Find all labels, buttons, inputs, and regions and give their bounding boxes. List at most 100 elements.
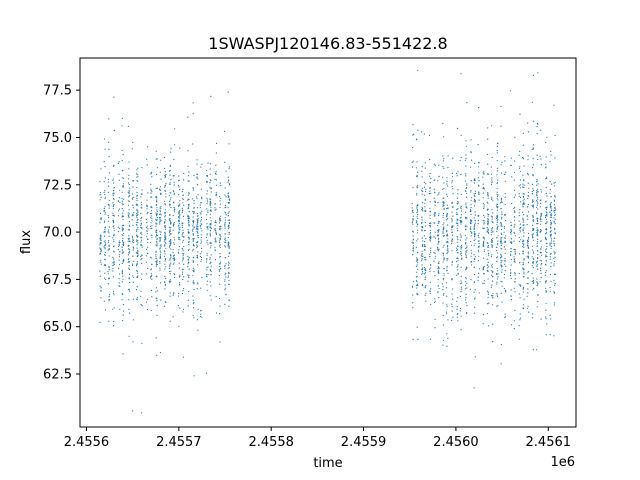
data-point (169, 265, 171, 267)
data-point (127, 240, 129, 242)
data-point (442, 261, 444, 263)
data-point (219, 341, 221, 343)
data-point (187, 299, 189, 301)
data-point (446, 270, 448, 272)
data-point (169, 151, 172, 153)
data-point (539, 206, 541, 208)
data-point (443, 202, 445, 205)
data-point (169, 181, 171, 183)
data-point (460, 291, 462, 293)
data-point (196, 196, 198, 198)
data-point (103, 210, 105, 212)
data-point (150, 234, 152, 236)
data-point (492, 221, 494, 223)
data-point (108, 232, 110, 234)
data-point (140, 222, 142, 224)
data-point (460, 244, 463, 247)
data-point (545, 272, 547, 274)
data-point (513, 287, 515, 289)
data-point (474, 243, 476, 245)
data-point (214, 250, 216, 252)
data-point (424, 294, 426, 296)
data-point (456, 260, 458, 263)
data-point (442, 205, 444, 207)
data-point (133, 212, 135, 214)
data-point (519, 184, 522, 186)
data-point (554, 209, 557, 211)
data-point (545, 280, 547, 282)
data-point (471, 264, 473, 266)
data-point (437, 234, 439, 236)
data-point (533, 120, 535, 122)
data-point (553, 199, 556, 201)
data-point (471, 231, 473, 233)
data-point (188, 257, 190, 259)
data-point (443, 293, 445, 295)
data-point (545, 264, 547, 266)
data-point (168, 280, 170, 283)
data-point (129, 273, 131, 275)
data-point (523, 232, 525, 234)
data-point (531, 201, 533, 203)
data-point (178, 212, 180, 214)
data-point (227, 276, 229, 278)
data-point (550, 280, 552, 282)
data-point (412, 215, 414, 217)
data-point (478, 292, 480, 294)
data-point (165, 266, 167, 268)
data-point (192, 250, 194, 252)
data-point (469, 231, 472, 233)
data-point (545, 238, 548, 240)
data-point (496, 152, 498, 154)
data-point (437, 267, 439, 270)
data-point (206, 197, 208, 199)
data-point (179, 276, 181, 278)
data-point (519, 319, 521, 321)
data-point (433, 260, 435, 262)
data-point (209, 242, 211, 245)
data-point (219, 229, 221, 231)
data-point (504, 214, 506, 216)
data-point (501, 281, 503, 283)
data-point (188, 221, 190, 223)
data-point (504, 258, 506, 260)
data-point (483, 314, 485, 316)
data-point (429, 233, 431, 235)
data-point (140, 278, 143, 280)
data-point (460, 252, 463, 254)
data-point (466, 184, 468, 186)
data-point (429, 172, 431, 175)
data-point (117, 215, 119, 217)
data-point (482, 323, 484, 325)
data-point (554, 253, 556, 255)
data-point (132, 276, 135, 278)
data-point (122, 353, 124, 355)
data-point (182, 232, 184, 234)
data-point (193, 317, 195, 319)
data-point (545, 316, 547, 318)
data-point (151, 220, 153, 222)
data-point (103, 221, 105, 223)
data-point (100, 168, 102, 170)
data-point (553, 273, 556, 276)
data-point (209, 163, 211, 165)
data-point (113, 246, 115, 248)
data-point (447, 248, 449, 250)
data-point (227, 243, 229, 245)
data-point (497, 179, 499, 181)
data-point (224, 207, 226, 209)
data-point (527, 255, 530, 257)
data-point (533, 252, 535, 254)
data-point (491, 240, 493, 242)
data-point (197, 257, 199, 259)
data-point (523, 180, 525, 182)
data-point (206, 208, 208, 210)
data-point (452, 316, 454, 318)
data-point (430, 250, 432, 252)
data-point (421, 229, 423, 231)
data-point (536, 122, 539, 124)
data-point (210, 265, 212, 267)
data-point (156, 167, 158, 169)
data-point (425, 225, 427, 227)
data-point (411, 207, 413, 209)
